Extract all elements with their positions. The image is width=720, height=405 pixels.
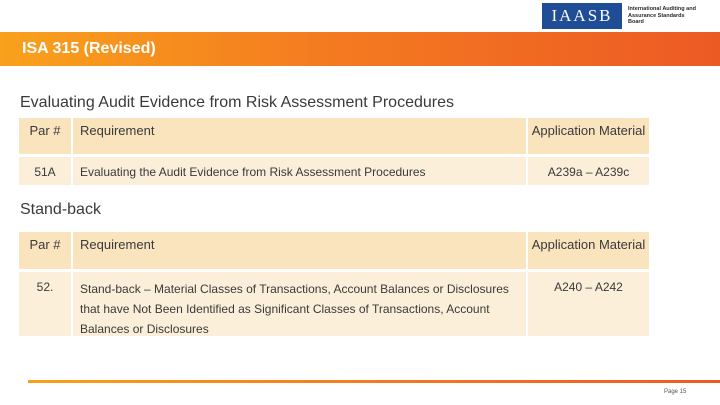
header-application-material: Application Material [528, 232, 649, 269]
logo-text: International Auditing and Assurance Sta… [628, 6, 696, 26]
header-application-material: Application Material [528, 118, 649, 154]
banner-title: ISA 315 (Revised) [22, 40, 156, 57]
footer-divider [28, 380, 720, 383]
section-title-evaluating: Evaluating Audit Evidence from Risk Asse… [20, 94, 454, 111]
row-requirement: Stand-back – Material Classes of Transac… [73, 272, 526, 336]
row-application-material: A239a – A239c [528, 157, 649, 185]
row-application-material: A240 – A242 [528, 272, 649, 336]
row-requirement: Evaluating the Audit Evidence from Risk … [73, 157, 526, 185]
header-requirement: Requirement [73, 118, 526, 154]
title-banner: ISA 315 (Revised) [0, 32, 720, 66]
header-par: Par # [19, 118, 71, 154]
row-par: 51A [19, 157, 71, 185]
row-par: 52. [19, 272, 71, 336]
header-par: Par # [19, 232, 71, 269]
page-number: Page 15 [664, 389, 687, 395]
iaasb-logo: IAASB International Auditing and Assuran… [542, 3, 696, 29]
section-title-stand-back: Stand-back [20, 201, 101, 218]
logo-mark: IAASB [542, 3, 622, 29]
header-requirement: Requirement [73, 232, 526, 269]
